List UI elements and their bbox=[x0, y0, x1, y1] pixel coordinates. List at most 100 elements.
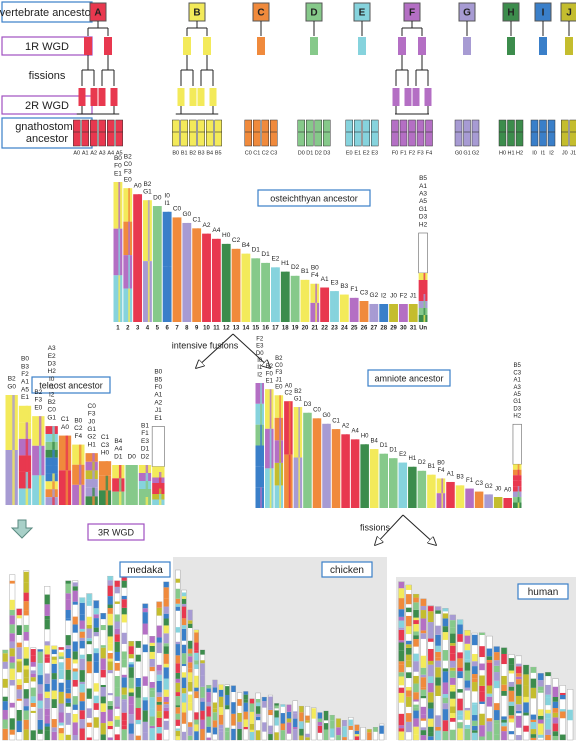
band bbox=[348, 725, 353, 730]
band bbox=[428, 683, 434, 693]
band bbox=[428, 702, 434, 709]
band bbox=[79, 631, 85, 638]
band bbox=[479, 685, 485, 692]
segment-label: C3 bbox=[475, 481, 483, 487]
segment bbox=[32, 416, 45, 446]
band bbox=[128, 664, 134, 668]
band bbox=[175, 705, 180, 708]
band bbox=[508, 690, 515, 702]
band bbox=[523, 685, 529, 697]
band bbox=[538, 680, 544, 687]
band bbox=[508, 731, 515, 735]
stripe bbox=[12, 395, 15, 450]
band bbox=[163, 663, 169, 668]
band bbox=[552, 712, 559, 718]
band bbox=[472, 715, 478, 721]
gnathostome-bar bbox=[463, 119, 471, 147]
descendant-label: D3 bbox=[323, 150, 330, 156]
band bbox=[494, 710, 500, 721]
tree-line bbox=[415, 55, 429, 86]
band bbox=[72, 582, 78, 587]
band bbox=[65, 648, 71, 659]
segment-label: B5 bbox=[514, 363, 522, 369]
stripe bbox=[266, 262, 268, 322]
panel-title-box bbox=[257, 189, 371, 207]
segment bbox=[446, 481, 455, 508]
wgd2-bar bbox=[189, 88, 197, 106]
band bbox=[406, 690, 412, 697]
band bbox=[472, 682, 478, 692]
band bbox=[530, 719, 537, 723]
band bbox=[398, 713, 405, 726]
band bbox=[16, 689, 22, 699]
band bbox=[472, 732, 478, 740]
tree-line bbox=[180, 55, 194, 86]
band bbox=[121, 720, 127, 726]
segment bbox=[98, 475, 112, 491]
band bbox=[225, 705, 230, 710]
gnathostome-bar bbox=[206, 119, 214, 147]
band bbox=[450, 717, 456, 722]
band bbox=[406, 626, 412, 635]
segment-label: E1 bbox=[114, 170, 122, 177]
band bbox=[72, 624, 78, 633]
band bbox=[121, 701, 127, 713]
band bbox=[317, 725, 323, 733]
segment-label: B2 bbox=[124, 153, 132, 160]
segment bbox=[143, 200, 152, 262]
band bbox=[342, 720, 347, 724]
row-label-part: gnathostome bbox=[15, 121, 79, 133]
band bbox=[442, 697, 449, 704]
band bbox=[149, 708, 155, 717]
segment-label: I0 bbox=[49, 376, 55, 383]
band bbox=[428, 648, 434, 661]
band bbox=[200, 675, 205, 687]
stripe bbox=[298, 457, 301, 508]
band bbox=[406, 660, 412, 668]
band bbox=[188, 726, 193, 736]
band bbox=[23, 719, 29, 730]
segment bbox=[5, 395, 18, 450]
stripe bbox=[157, 206, 160, 322]
band bbox=[121, 599, 127, 608]
band bbox=[494, 723, 500, 735]
band bbox=[142, 644, 148, 653]
segment bbox=[152, 477, 165, 483]
band bbox=[464, 707, 471, 711]
stripe bbox=[305, 279, 308, 322]
band bbox=[72, 659, 78, 664]
band bbox=[44, 730, 50, 740]
wgd1-bar bbox=[183, 37, 191, 55]
band bbox=[86, 737, 92, 740]
chrom-label: 9 bbox=[195, 326, 199, 332]
stripe bbox=[158, 488, 162, 494]
band bbox=[435, 610, 441, 614]
segment bbox=[350, 439, 360, 508]
band bbox=[65, 698, 71, 703]
stripe bbox=[158, 472, 162, 478]
band bbox=[457, 689, 463, 693]
segment bbox=[32, 445, 45, 476]
gnathostome-bar bbox=[408, 119, 416, 147]
band bbox=[336, 735, 341, 740]
band bbox=[114, 651, 120, 661]
band bbox=[135, 641, 141, 648]
gnathostome-bar bbox=[323, 119, 331, 147]
band bbox=[472, 702, 478, 705]
segment-label: G1 bbox=[294, 396, 303, 402]
segment bbox=[72, 484, 85, 505]
segment bbox=[45, 473, 58, 482]
band bbox=[149, 651, 155, 659]
segment-label: H0 bbox=[222, 232, 231, 239]
band bbox=[142, 700, 148, 711]
ancestor-name: H bbox=[507, 8, 514, 19]
band bbox=[342, 737, 347, 740]
band bbox=[72, 671, 78, 680]
segment bbox=[98, 490, 112, 505]
band bbox=[37, 719, 43, 730]
band bbox=[149, 725, 155, 729]
segment-label: A2 bbox=[342, 424, 350, 430]
segment-label: C0 bbox=[313, 408, 321, 414]
band bbox=[262, 697, 267, 702]
